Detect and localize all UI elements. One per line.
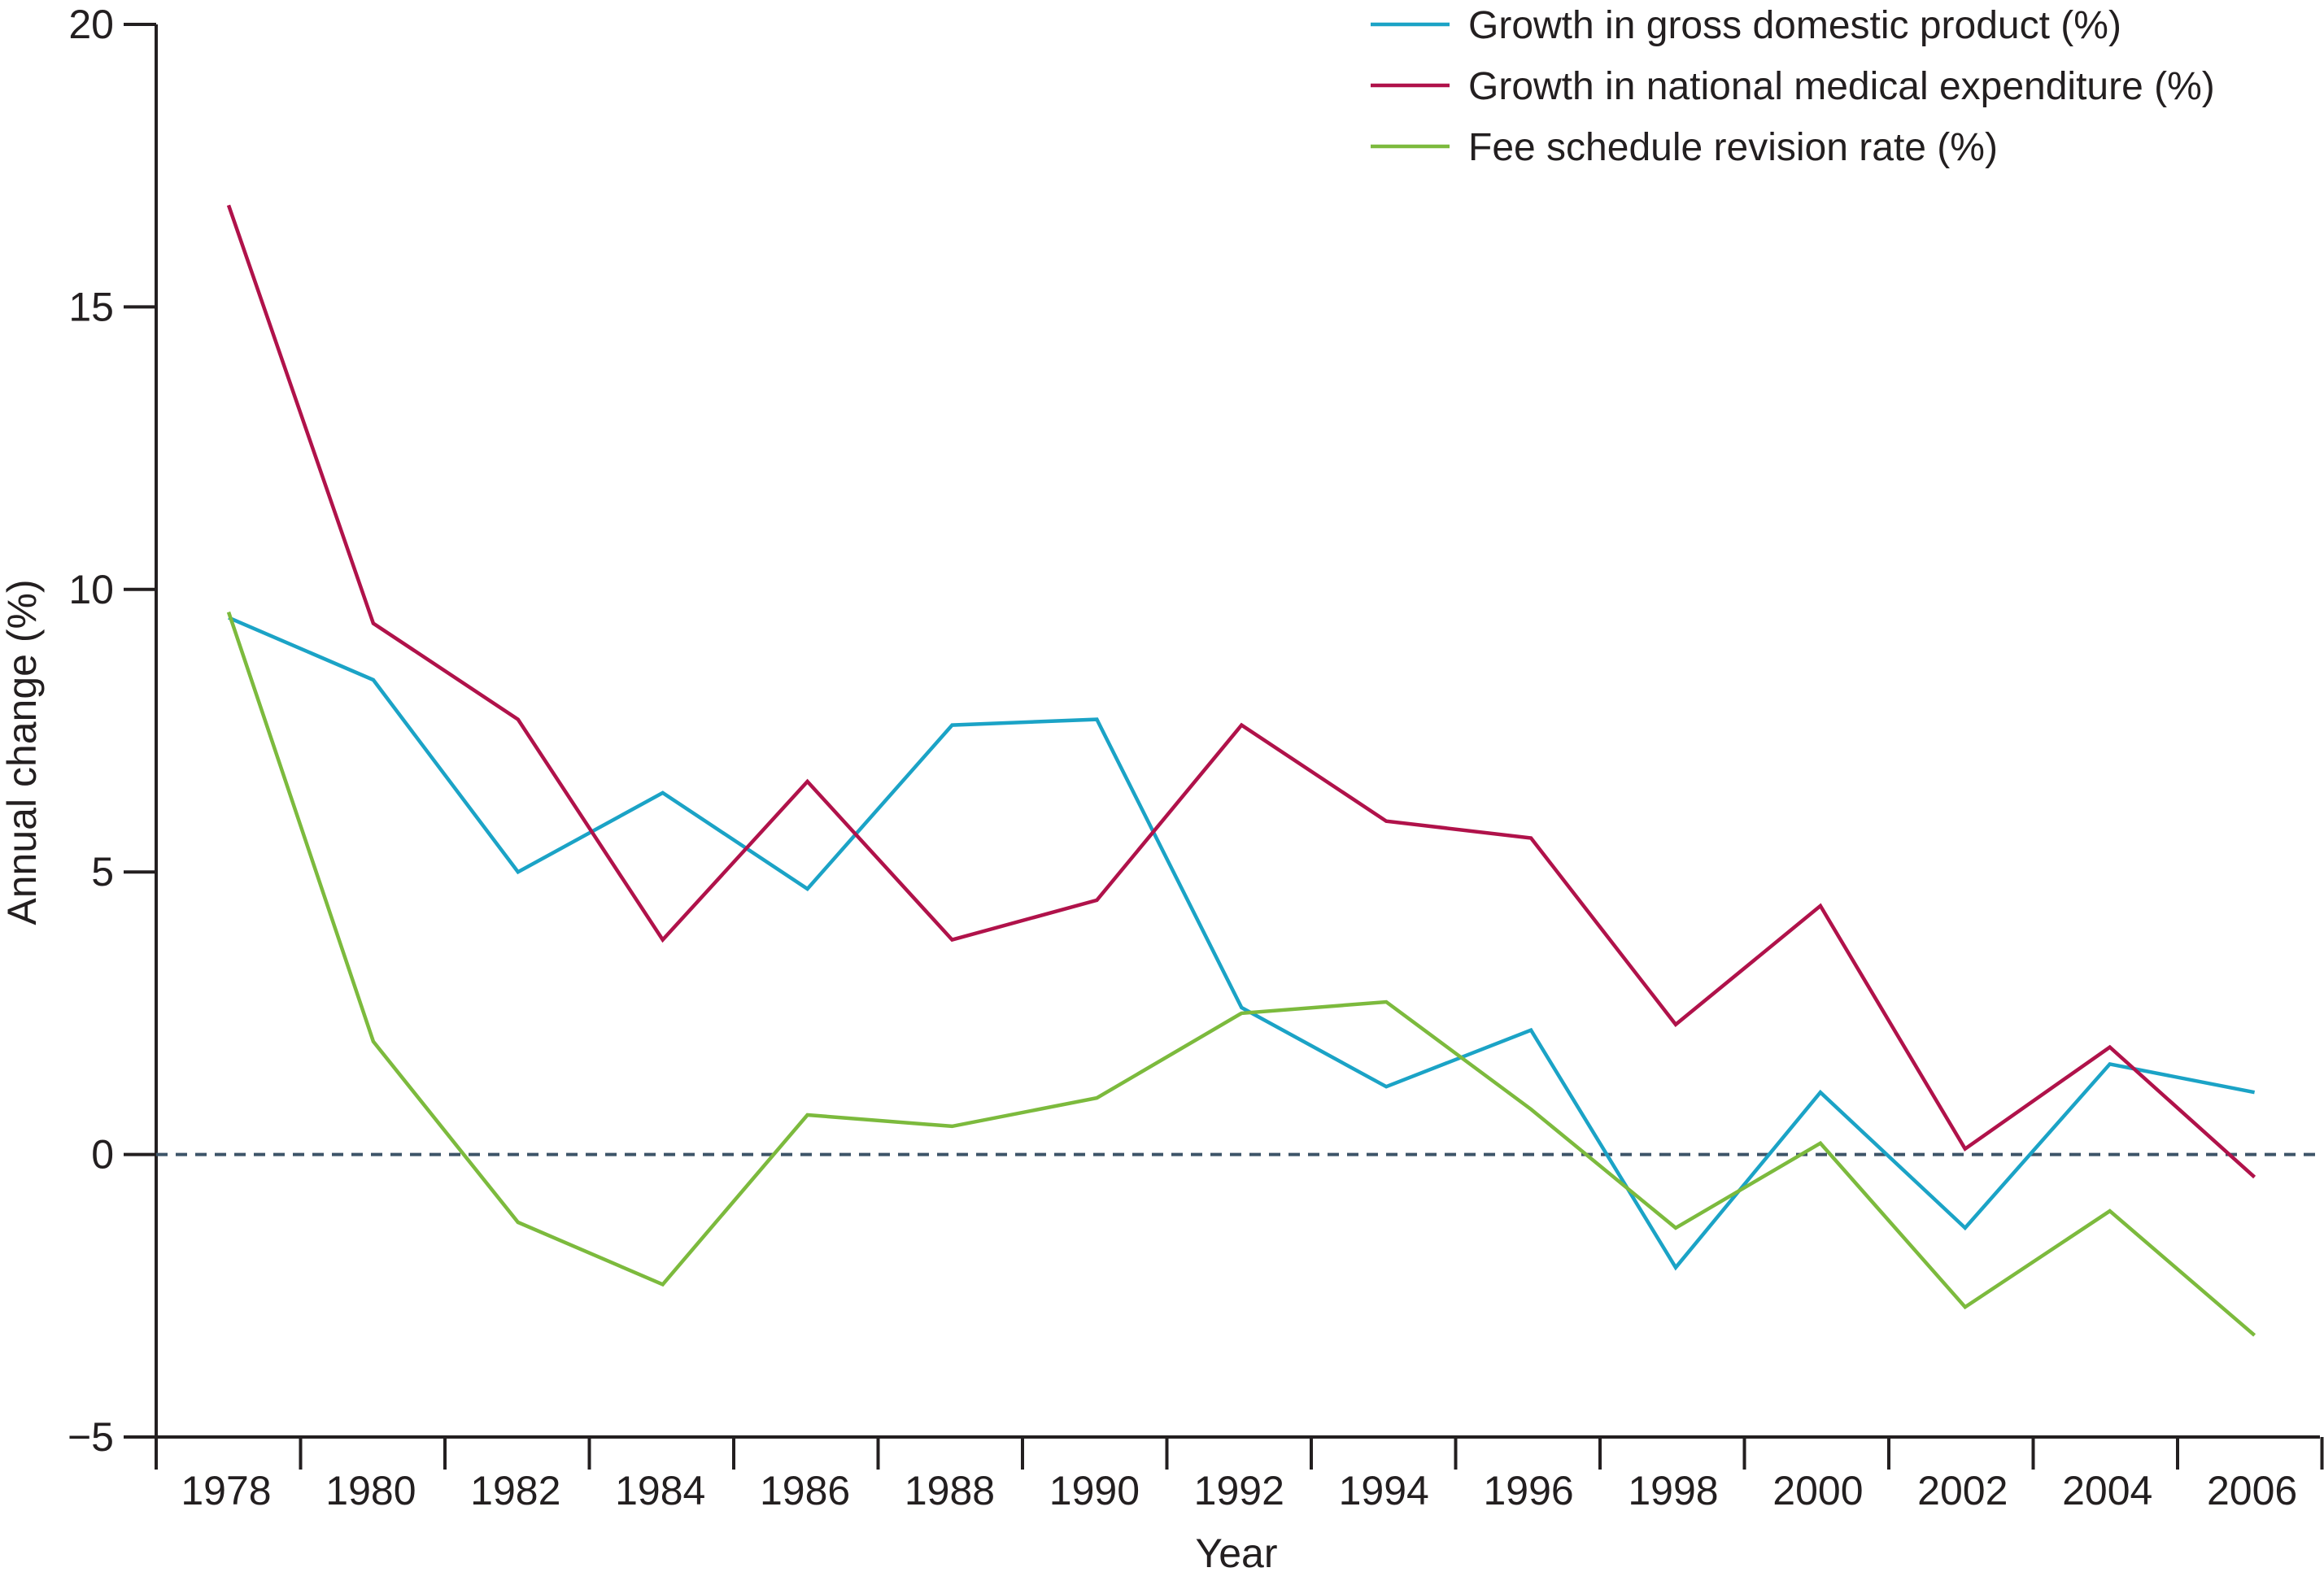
y-tick-label: 0	[91, 1132, 114, 1178]
y-tick-label: 15	[68, 284, 114, 329]
legend-label-2: Growth in national medical expenditure (…	[1468, 65, 2215, 108]
x-tick-label: 2002	[1917, 1468, 2008, 1513]
x-tick-label: 1978	[181, 1468, 271, 1513]
series-layer	[226, 204, 2256, 1337]
x-tick-label: 1984	[615, 1468, 705, 1513]
legend: Growth in gross domestic product (%) Grow…	[1371, 4, 2215, 169]
x-axis-title: Year	[1195, 1531, 1277, 1572]
x-tick-label: 1986	[760, 1468, 850, 1513]
legend-label-1: Growth in gross domestic product (%)	[1468, 4, 2121, 47]
x-tick-label: 1982	[470, 1468, 560, 1513]
x-tick-label: 1990	[1049, 1468, 1140, 1513]
series-line-3	[226, 611, 2256, 1337]
legend-label-3: Fee schedule revision rate (%)	[1468, 126, 1998, 169]
x-tick-label: 2004	[2062, 1468, 2152, 1513]
y-axis-title: Annual change (%)	[0, 579, 45, 925]
series-line-2	[226, 204, 2256, 1179]
y-axis: −5 0 5 10 15 20	[68, 2, 158, 1460]
y-tick-label: 5	[91, 849, 114, 895]
x-tick-label: 1996	[1483, 1468, 1573, 1513]
x-tick-label: 1980	[325, 1468, 416, 1513]
x-tick-label: 2000	[1772, 1468, 1863, 1513]
x-tick-label: 2006	[2207, 1468, 2297, 1513]
x-tick-label: 1992	[1194, 1468, 1284, 1513]
y-tick-label: 20	[68, 2, 114, 47]
x-tick-label: 1998	[1628, 1468, 1718, 1513]
y-tick-label: 10	[68, 567, 114, 612]
y-tick-label: −5	[68, 1414, 114, 1460]
x-tick-label: 1988	[905, 1468, 995, 1513]
series-line-1	[228, 616, 2256, 1271]
x-tick-label: 1994	[1339, 1468, 1429, 1513]
x-axis: 1978 1980 1982 1984 1986 1988 1990 1992 1994 1996…	[155, 1435, 2324, 1513]
